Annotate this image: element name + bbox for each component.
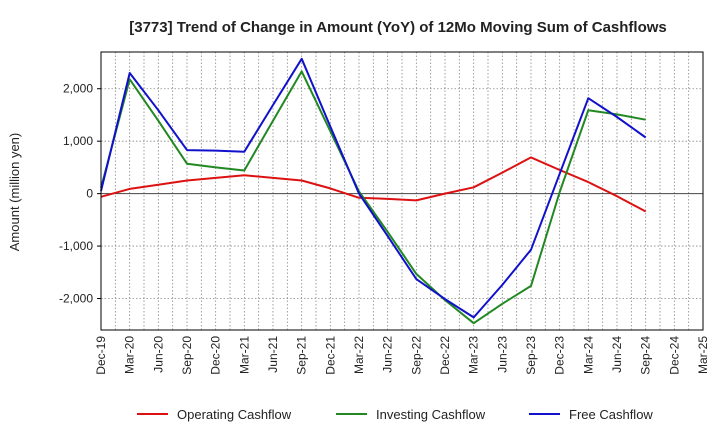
x-tick-label: Sep-22 [409,336,423,375]
series-layer [100,57,647,325]
x-tick-label: Dec-22 [438,336,452,375]
grid-layer [100,52,704,330]
legend-label-investing-cashflow: Investing Cashflow [376,407,486,422]
x-tick-label: Jun-23 [495,336,509,373]
x-tick-label: Sep-20 [180,336,194,375]
x-tick-label: Jun-20 [151,336,165,373]
series-line-free-cashflow [100,57,647,319]
x-tick-label: Jun-24 [610,336,624,373]
x-tick-label: Sep-21 [295,336,309,375]
x-tick-label: Mar-23 [467,336,481,374]
y-tick-label: -2,000 [59,292,93,306]
y-tick-label: -1,000 [59,239,93,253]
legend-label-free-cashflow: Free Cashflow [569,407,653,422]
x-tick-label: Jun-21 [266,336,280,373]
x-tick-label: Mar-20 [123,336,137,374]
x-tick-label: Jun-22 [381,336,395,373]
legend-label-operating-cashflow: Operating Cashflow [177,407,292,422]
x-tick-label: Dec-24 [667,336,681,375]
x-tick-label: Mar-24 [581,336,595,374]
x-tick-label: Sep-23 [524,336,538,375]
y-tick-label: 2,000 [63,82,93,96]
x-tick-label: Mar-22 [352,336,366,374]
legend: Operating Cashflow Investing Cashflow Free… [137,407,653,422]
y-tick-labels: -2,000 -1,000 0 1,000 2,000 [59,82,101,306]
y-tick-label: 1,000 [63,134,93,148]
plot-area-frame [100,51,704,331]
x-tick-labels: Dec-19 Mar-20 Jun-20 Sep-20 Dec-20 Mar-21 Jun-… [94,336,710,375]
x-tick-label: Dec-20 [209,336,223,375]
x-tick-label: Mar-25 [696,336,710,374]
x-tick-label: Mar-21 [237,336,251,374]
series-line-operating-cashflow [100,156,647,213]
series-line-investing-cashflow [100,70,646,325]
x-tick-label: Dec-19 [94,336,108,375]
chart-title: [3773] Trend of Change in Amount (YoY) o… [129,19,667,36]
y-tick-label: 0 [86,187,93,201]
x-tick-label: Sep-24 [639,336,653,375]
y-axis-label: Amount (million yen) [7,133,22,252]
x-tick-label: Dec-21 [323,336,337,375]
x-tick-label: Dec-23 [553,336,567,375]
